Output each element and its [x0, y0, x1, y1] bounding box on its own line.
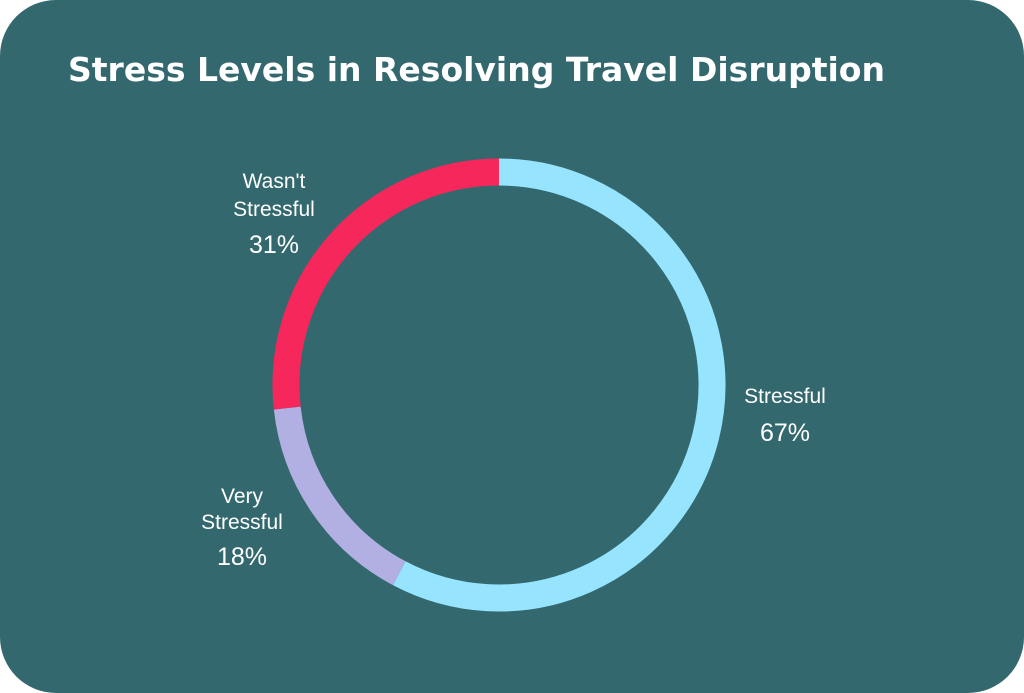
slice-label-very-stressful-name-1: Very — [221, 485, 264, 508]
slice-label-stressful-value: 67% — [760, 419, 810, 447]
donut-slice-very-stressful — [273, 406, 406, 586]
slice-label-very-stressful-name-2: Stressful — [201, 511, 283, 534]
slice-label-very-stressful-value: 18% — [217, 543, 267, 571]
chart-title: Stress Levels in Resolving Travel Disrup… — [68, 50, 885, 89]
donut-slices — [272, 158, 726, 612]
slice-label-stressful-name: Stressful — [744, 385, 826, 408]
donut-slice-stressful — [392, 158, 726, 612]
slice-label-wasnt-stressful-name-2: Stressful — [233, 198, 315, 221]
slice-label-wasnt-stressful-value: 31% — [249, 231, 299, 259]
donut-slice-wasn-t-stressful — [272, 158, 500, 410]
slice-label-wasnt-stressful-name-1: Wasn't — [243, 170, 306, 193]
slice-labels: Stressful 67% Very Stressful 18% Wasn't … — [201, 170, 826, 571]
